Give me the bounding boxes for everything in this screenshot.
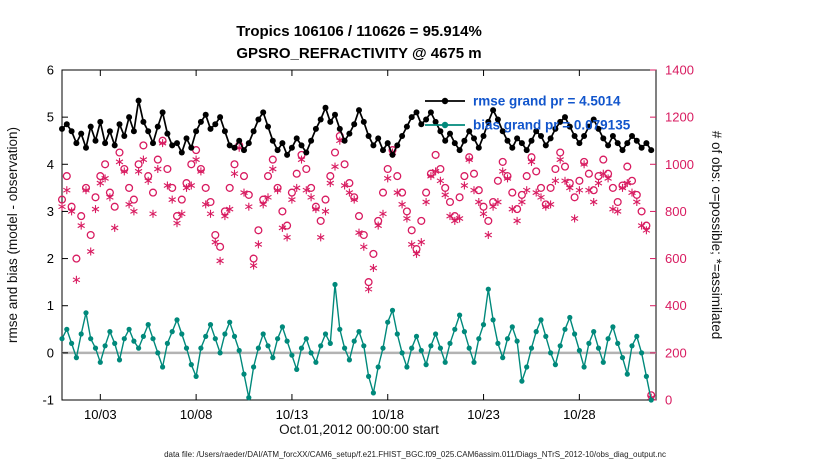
svg-text:10/03: 10/03 bbox=[84, 407, 117, 422]
chart-svg: Tropics 106106 / 110626 = 95.914% GPSRO_… bbox=[5, 23, 724, 437]
svg-text:-1: -1 bbox=[42, 393, 54, 408]
svg-text:3: 3 bbox=[47, 204, 54, 219]
assimilated-obs-points bbox=[58, 136, 655, 402]
svg-text:6: 6 bbox=[47, 63, 54, 78]
svg-text:10/18: 10/18 bbox=[371, 407, 404, 422]
possible-obs-points bbox=[57, 131, 656, 400]
svg-text:1400: 1400 bbox=[665, 63, 694, 78]
svg-text:10/13: 10/13 bbox=[276, 407, 309, 422]
svg-text:1200: 1200 bbox=[665, 110, 694, 125]
svg-text:2: 2 bbox=[47, 251, 54, 266]
svg-text:0: 0 bbox=[47, 345, 54, 360]
bias-series bbox=[59, 281, 654, 403]
svg-text:400: 400 bbox=[665, 298, 687, 313]
svg-text:10/08: 10/08 bbox=[180, 407, 213, 422]
svg-text:200: 200 bbox=[665, 345, 687, 360]
chart-title-line2: GPSRO_REFRACTIVITY @ 4675 m bbox=[236, 45, 481, 62]
legend-label-rmse: rmse grand pr = 4.5014 bbox=[473, 94, 621, 109]
plot-box bbox=[61, 69, 657, 401]
rmse-series bbox=[59, 97, 655, 158]
svg-text:10/23: 10/23 bbox=[467, 407, 500, 422]
legend-label-bias: bias grand pr = 0.079135 bbox=[473, 118, 631, 133]
y-axis-label-left: rmse and bias (model - observation) bbox=[5, 127, 20, 343]
svg-text:800: 800 bbox=[665, 204, 687, 219]
x-axis-ticks: 10/03 10/08 10/13 10/18 10/23 10/28 bbox=[84, 70, 596, 422]
y-axis-label-right: # of obs: o=possible; *=assimilated bbox=[709, 131, 724, 340]
svg-text:10/28: 10/28 bbox=[563, 407, 596, 422]
svg-text:4: 4 bbox=[47, 157, 54, 172]
svg-text:1000: 1000 bbox=[665, 157, 694, 172]
y-axis-left-ticks: -1 0 1 2 3 4 5 6 bbox=[42, 63, 68, 408]
svg-text:1: 1 bbox=[47, 298, 54, 313]
y-axis-right-ticks: 0 200 400 600 800 1000 1200 1400 bbox=[650, 63, 694, 408]
data-file-caption: data file: /Users/raeder/DAI/ATM_forcXX/… bbox=[164, 450, 666, 459]
svg-text:0: 0 bbox=[665, 393, 672, 408]
chart-title-line1: Tropics 106106 / 110626 = 95.914% bbox=[236, 23, 482, 40]
svg-text:600: 600 bbox=[665, 251, 687, 266]
x-axis-label: Oct.01,2012 00:00:00 start bbox=[279, 422, 439, 437]
chart-legend: rmse grand pr = 4.5014 bias grand pr = 0.… bbox=[425, 94, 631, 133]
svg-text:5: 5 bbox=[47, 110, 54, 125]
